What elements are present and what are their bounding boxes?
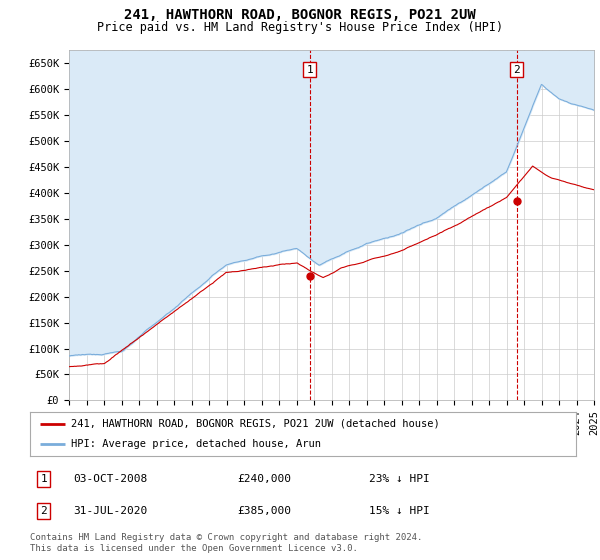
Text: 03-OCT-2008: 03-OCT-2008: [74, 474, 148, 484]
Text: 2: 2: [40, 506, 47, 516]
Text: Price paid vs. HM Land Registry's House Price Index (HPI): Price paid vs. HM Land Registry's House …: [97, 21, 503, 34]
Text: HPI: Average price, detached house, Arun: HPI: Average price, detached house, Arun: [71, 439, 321, 449]
Text: 241, HAWTHORN ROAD, BOGNOR REGIS, PO21 2UW: 241, HAWTHORN ROAD, BOGNOR REGIS, PO21 2…: [124, 8, 476, 22]
Text: £240,000: £240,000: [238, 474, 292, 484]
Text: 23% ↓ HPI: 23% ↓ HPI: [368, 474, 429, 484]
Text: 31-JUL-2020: 31-JUL-2020: [74, 506, 148, 516]
Text: Contains HM Land Registry data © Crown copyright and database right 2024.
This d: Contains HM Land Registry data © Crown c…: [30, 533, 422, 553]
Text: 241, HAWTHORN ROAD, BOGNOR REGIS, PO21 2UW (detached house): 241, HAWTHORN ROAD, BOGNOR REGIS, PO21 2…: [71, 419, 440, 429]
Text: 1: 1: [40, 474, 47, 484]
Text: 2: 2: [513, 64, 520, 74]
Text: £385,000: £385,000: [238, 506, 292, 516]
Text: 15% ↓ HPI: 15% ↓ HPI: [368, 506, 429, 516]
Text: 1: 1: [306, 64, 313, 74]
